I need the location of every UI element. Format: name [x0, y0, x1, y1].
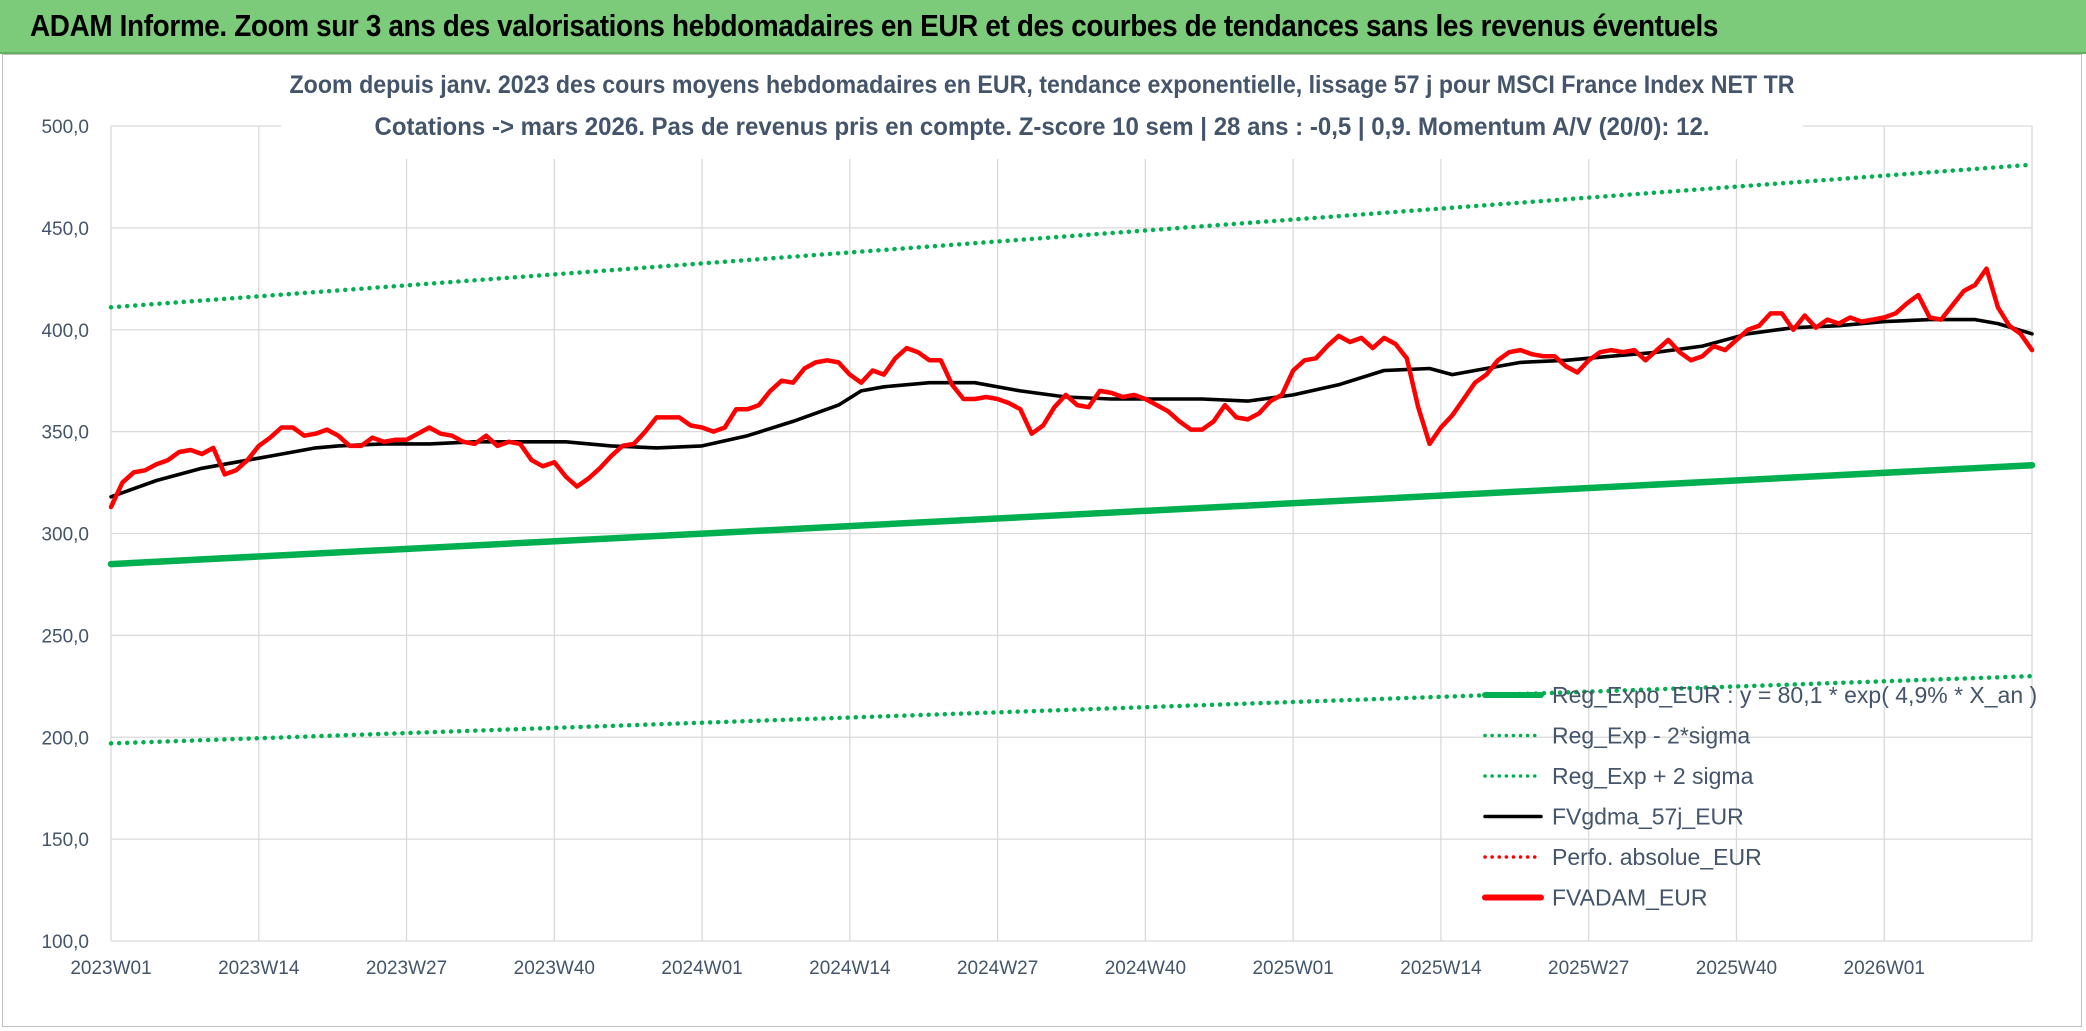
y-tick-label: 500,0 — [41, 117, 89, 138]
x-tick-label: 2024W14 — [809, 958, 891, 979]
y-tick-label: 200,0 — [41, 728, 89, 749]
x-tick-label: 2024W40 — [1105, 958, 1186, 979]
report-title: ADAM Informe. Zoom sur 3 ans des valoris… — [30, 8, 1718, 43]
series-fvadam-eur — [108, 266, 2035, 510]
x-tick-label: 2023W14 — [218, 958, 300, 979]
chart-title-line-2: Cotations -> mars 2026. Pas de revenus p… — [375, 113, 1710, 141]
legend-label: Perfo. absolue_EUR — [1552, 844, 1762, 870]
series-fvgdma-57j-eur — [109, 317, 2034, 499]
legend-label: FVgdma_57j_EUR — [1552, 804, 1744, 830]
x-tick-label: 2023W01 — [70, 958, 151, 979]
y-tick-label: 150,0 — [41, 830, 89, 851]
line-chart: 100,0 150,0 200,0 250,0 300,0 350,0 400,0 450,0… — [41, 57, 2037, 979]
series-reg-exp-plus-2sigma — [108, 162, 2035, 310]
x-tick-label: 2024W01 — [661, 958, 742, 979]
chart-title-line-1: Zoom depuis janv. 2023 des cours moyens … — [290, 71, 1795, 99]
y-tick-label: 400,0 — [41, 321, 89, 342]
x-tick-label: 2024W27 — [957, 958, 1038, 979]
y-tick-label: 450,0 — [41, 219, 89, 240]
x-tick-label: 2026W01 — [1844, 958, 1925, 979]
x-tick-label: 2023W27 — [366, 958, 447, 979]
series-reg-expo-eur — [107, 461, 2036, 568]
y-tick-label: 100,0 — [41, 932, 89, 953]
x-tick-label: 2025W01 — [1252, 958, 1333, 979]
legend-label: Reg_Exp + 2 sigma — [1552, 763, 1754, 789]
chart-legend: Reg_Expo_EUR : y = 80,1 * exp( 4,9% * X_… — [1482, 682, 2037, 911]
x-tick-label: 2025W14 — [1400, 958, 1482, 979]
x-tick-label: 2023W40 — [514, 958, 595, 979]
report-header: ADAM Informe. Zoom sur 3 ans des valoris… — [0, 0, 2086, 54]
legend-label: Reg_Expo_EUR : y = 80,1 * exp( 4,9% * X_… — [1552, 682, 2037, 708]
chart-area: 100,0 150,0 200,0 250,0 300,0 350,0 400,0 450,0… — [2, 54, 2082, 1027]
y-tick-label: 300,0 — [41, 525, 89, 546]
x-tick-label: 2025W27 — [1548, 958, 1629, 979]
chart-title-backdrop — [281, 57, 1803, 159]
y-tick-label: 250,0 — [41, 626, 89, 647]
series-reg-exp-minus-2sigma — [108, 673, 2035, 746]
x-tick-label: 2025W40 — [1696, 958, 1777, 979]
legend-label: Reg_Exp - 2*sigma — [1552, 723, 1750, 749]
y-tick-label: 350,0 — [41, 423, 89, 444]
legend-label: FVADAM_EUR — [1552, 885, 1708, 911]
